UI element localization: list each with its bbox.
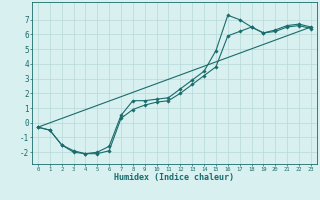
X-axis label: Humidex (Indice chaleur): Humidex (Indice chaleur) xyxy=(115,173,234,182)
